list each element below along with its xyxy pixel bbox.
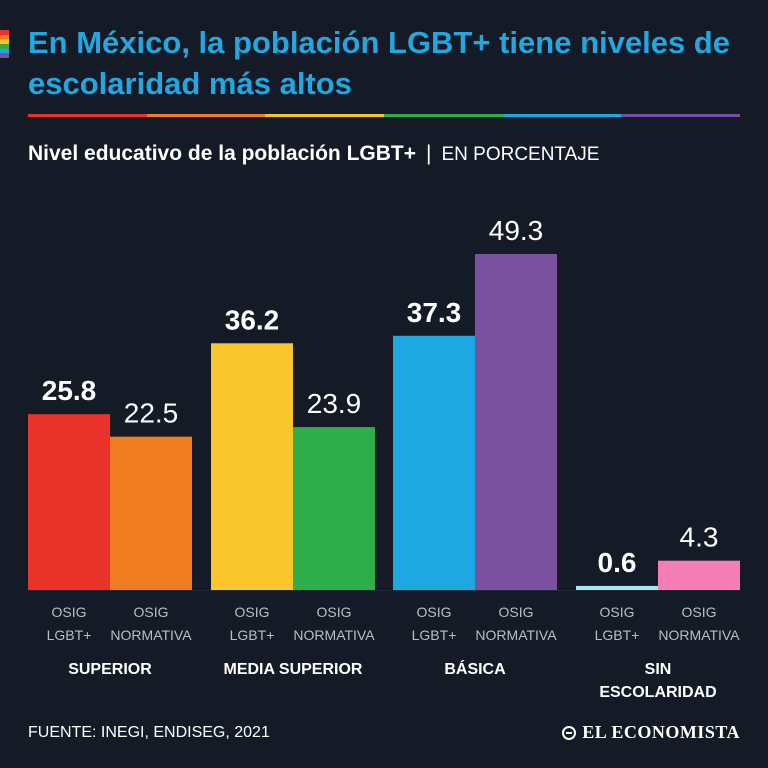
category-label: BÁSICA xyxy=(444,659,506,678)
bar xyxy=(293,427,375,590)
subtitle-main: Nivel educativo de la población LGBT+ xyxy=(28,142,416,165)
data-label: 36.2 xyxy=(225,304,280,335)
rainbow-mark-stripe-2 xyxy=(0,39,9,45)
source-note: FUENTE: INEGI, ENDISEG, 2021 xyxy=(28,724,270,741)
rainbow-mark-stripe-0 xyxy=(0,30,9,35)
rainbow-mark-stripe-3 xyxy=(0,44,9,49)
tick-label: LGBT+ xyxy=(230,627,275,643)
rainbow-mark-stripe-1 xyxy=(0,34,9,40)
rainbow-line-stripe-2 xyxy=(265,114,385,117)
tick-label: NORMATIVA xyxy=(293,627,375,643)
bar xyxy=(28,414,110,590)
tick-label: OSIG xyxy=(599,604,634,620)
el-economista-logo-icon xyxy=(562,725,577,740)
category-label: ESCOLARIDAD xyxy=(599,684,716,701)
tick-label: OSIG xyxy=(681,604,716,620)
data-label: 25.8 xyxy=(42,375,97,406)
brand-name: EL ECONOMISTA xyxy=(582,722,740,742)
brand-logo: EL ECONOMISTA xyxy=(562,722,740,743)
tick-label: OSIG xyxy=(133,604,168,620)
rainbow-line-stripe-5 xyxy=(621,114,741,117)
rainbow-line-stripe-1 xyxy=(146,114,266,117)
bar xyxy=(211,343,293,590)
rainbow-line-stripe-4 xyxy=(502,114,622,117)
subtitle-separator: | xyxy=(426,142,432,165)
tick-label: LGBT+ xyxy=(47,627,92,643)
bar xyxy=(393,335,475,590)
bar xyxy=(658,560,740,590)
tick-label: LGBT+ xyxy=(595,627,640,643)
bar xyxy=(110,436,192,590)
category-label: MEDIA SUPERIOR xyxy=(224,661,363,678)
category-label: SUPERIOR xyxy=(68,661,152,678)
tick-label: NORMATIVA xyxy=(110,627,192,643)
rainbow-line-stripe-0 xyxy=(28,114,147,117)
rainbow-divider xyxy=(28,114,741,117)
bar xyxy=(576,585,658,590)
category-label: SIN xyxy=(645,661,672,678)
rainbow-flag-icon xyxy=(0,30,9,59)
rainbow-mark-stripe-4 xyxy=(0,48,9,54)
subtitle-unit: EN PORCENTAJE xyxy=(441,144,600,165)
rainbow-line-stripe-3 xyxy=(384,114,503,117)
tick-label: OSIG xyxy=(316,604,351,620)
page-title: En México, la población LGBT+ tiene nive… xyxy=(28,25,730,101)
data-label: 23.9 xyxy=(307,388,362,419)
tick-label: NORMATIVA xyxy=(475,627,557,643)
rainbow-mark-stripe-5 xyxy=(0,53,9,59)
data-label: 49.3 xyxy=(489,215,544,246)
chart-subtitle: Nivel educativo de la población LGBT+ | EN… xyxy=(28,140,599,169)
data-label: 0.6 xyxy=(598,547,637,578)
data-label: 37.3 xyxy=(407,297,462,328)
tick-label: OSIG xyxy=(51,604,86,620)
tick-label: OSIG xyxy=(498,604,533,620)
data-label: 22.5 xyxy=(124,398,179,429)
tick-label: NORMATIVA xyxy=(658,627,740,643)
data-label: 4.3 xyxy=(680,522,719,553)
tick-label: OSIG xyxy=(416,604,451,620)
tick-label: OSIG xyxy=(234,604,269,620)
bar xyxy=(475,254,557,590)
tick-label: LGBT+ xyxy=(412,627,457,643)
